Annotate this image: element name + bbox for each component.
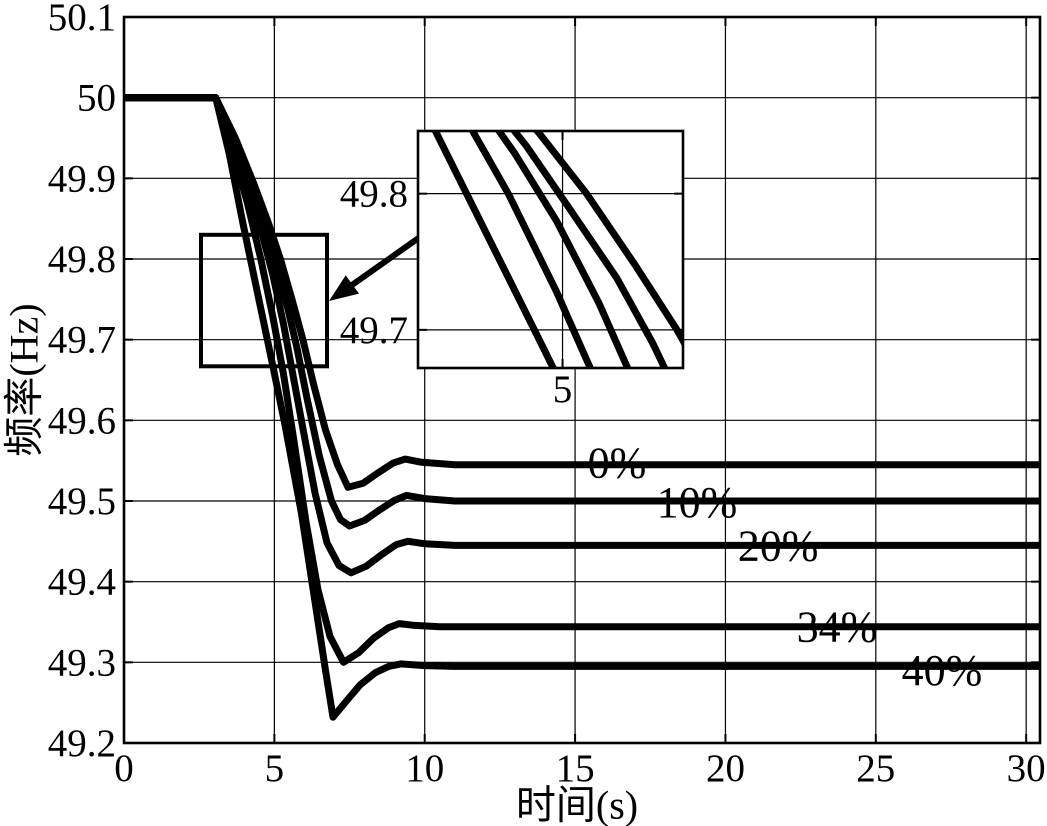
curve-40% — [124, 94, 1040, 721]
series-labels: 0%10%20% 34% 40% — [588, 439, 983, 695]
series-label-0%: 0% — [588, 439, 647, 488]
y-tick-label: 49.3 — [48, 641, 116, 684]
x-tick-label: 20 — [706, 747, 745, 790]
x-tick-label: 15 — [556, 747, 595, 790]
inset-tick-labels: 5 49.8 49.7 — [340, 173, 573, 411]
x-tick-label: 30 — [1007, 747, 1046, 790]
inset-y-tick-label: 49.8 — [340, 173, 408, 216]
curve-20% — [124, 94, 1040, 577]
x-axis-title: 时间(s) — [516, 783, 638, 826]
y-tick-label: 50 — [77, 77, 116, 120]
axis-ticks — [123, 16, 1040, 744]
x-tick-label: 10 — [405, 747, 444, 790]
x-tick-label: 5 — [265, 747, 285, 790]
grid — [124, 17, 1040, 743]
series-label-10%: 10% — [657, 478, 738, 527]
curve-34% — [124, 94, 1040, 666]
inset-grid — [418, 131, 683, 368]
inset-frame — [416, 129, 685, 370]
inset-ticks — [418, 131, 683, 368]
series-label-40%: 40% — [902, 646, 983, 695]
y-tick-label: 49.5 — [48, 480, 116, 523]
inset-y-tick-label: 49.7 — [340, 309, 408, 352]
curve-0% — [124, 94, 1040, 491]
y-tick-label: 49.2 — [48, 722, 116, 765]
inset-background — [418, 131, 683, 368]
zoom-region — [199, 232, 329, 369]
y-tick-label: 49.9 — [48, 157, 116, 200]
y-tick-label: 49.4 — [48, 561, 116, 604]
inset-x-tick-label: 5 — [553, 368, 573, 411]
zoom-source-rect — [199, 232, 329, 369]
series-label-34%: 34% — [797, 602, 878, 651]
curves — [124, 94, 1040, 721]
x-tick-label: 0 — [114, 747, 134, 790]
y-tick-label: 49.6 — [48, 399, 116, 442]
y-tick-label: 49.8 — [48, 238, 116, 281]
series-label-20%: 20% — [738, 522, 819, 571]
x-tick-label: 25 — [856, 747, 895, 790]
plot-frame — [122, 15, 1042, 745]
y-tick-label: 50.1 — [48, 0, 116, 39]
zoom-arrow-icon — [329, 234, 422, 301]
y-axis-title: 频率(Hz) — [2, 303, 47, 456]
axis-tick-labels: 0 5 10 15 20 25 30 49.2 49.3 49.4 49.5 49.6 49.7 49.8… — [48, 0, 1046, 790]
y-tick-label: 49.7 — [48, 319, 116, 362]
